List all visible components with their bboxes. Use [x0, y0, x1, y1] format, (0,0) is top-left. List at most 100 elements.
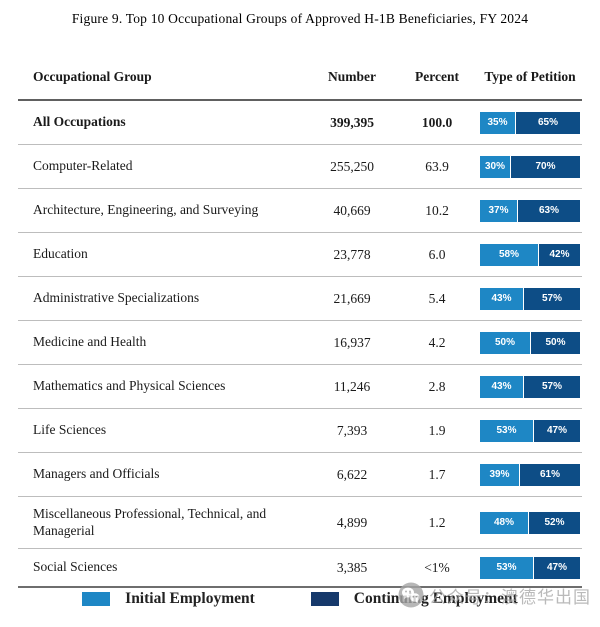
table-row: Social Sciences 3,385 <1% 53% 47% [18, 549, 582, 588]
table-body: All Occupations 399,395 100.0 35% 65% Compute… [18, 101, 582, 588]
occupational-groups-table: Occupational Group Number Percent Type o… [18, 55, 582, 588]
stacked-bar: 43% 57% [480, 287, 580, 310]
initial-employment-segment: 43% [480, 287, 524, 310]
stacked-bar: 43% 57% [480, 375, 580, 398]
stacked-bar: 30% 70% [480, 155, 580, 178]
table-row: Architecture, Engineering, and Surveying… [18, 189, 582, 233]
initial-employment-segment: 30% [480, 155, 511, 178]
percent-cell: <1% [424, 559, 450, 575]
petition-cell: 35% 65% [478, 111, 582, 134]
petition-cell: 43% 57% [478, 287, 582, 310]
table-row: Administrative Specializations 21,669 5.4 4… [18, 277, 582, 321]
occupational-group-cell: Education [33, 246, 88, 262]
initial-employment-segment: 39% [480, 463, 520, 486]
percent-cell: 2.8 [428, 378, 446, 394]
stacked-bar: 39% 61% [480, 463, 580, 486]
header-percent: Percent [415, 69, 459, 84]
table-row: Medicine and Health 16,937 4.2 50% 50% [18, 321, 582, 365]
percent-cell: 10.2 [425, 202, 449, 218]
number-cell: 21,669 [333, 290, 371, 306]
header-type-of-petition: Type of Petition [484, 69, 576, 84]
percent-cell: 63.9 [425, 158, 449, 174]
table-header-row: Occupational Group Number Percent Type o… [18, 55, 582, 101]
initial-employment-swatch [82, 592, 111, 606]
occupational-group-cell: All Occupations [33, 114, 126, 130]
table-row: Mathematics and Physical Sciences 11,246 2… [18, 365, 582, 409]
number-cell: 23,778 [333, 246, 371, 262]
stacked-bar: 48% 52% [480, 511, 580, 534]
petition-cell: 53% 47% [478, 556, 582, 579]
table-row: Miscellaneous Professional, Technical, a… [18, 497, 582, 549]
figure-title: Figure 9. Top 10 Occupational Groups of … [71, 11, 529, 26]
occupational-group-cell: Life Sciences [33, 422, 107, 438]
petition-cell: 50% 50% [478, 331, 582, 354]
occupational-group-cell: Administrative Specializations [33, 290, 200, 306]
table-row: Life Sciences 7,393 1.9 53% 47% [18, 409, 582, 453]
occupational-group-cell: Computer-Related [33, 158, 133, 174]
legend-label-initial: Initial Employment [125, 590, 255, 607]
continuing-employment-segment: 70% [511, 155, 580, 178]
initial-employment-segment: 58% [480, 243, 539, 266]
initial-employment-segment: 50% [480, 331, 531, 354]
petition-cell: 39% 61% [478, 463, 582, 486]
stacked-bar: 58% 42% [480, 243, 580, 266]
table-row: Managers and Officials 6,622 1.7 39% 61% [18, 453, 582, 497]
continuing-employment-segment: 50% [531, 331, 580, 354]
percent-cell: 100.0 [421, 114, 453, 130]
stacked-bar: 53% 47% [480, 419, 580, 442]
petition-cell: 43% 57% [478, 375, 582, 398]
petition-cell: 37% 63% [478, 199, 582, 222]
stacked-bar: 37% 63% [480, 199, 580, 222]
occupational-group-cell: Miscellaneous Professional, Technical, a… [33, 505, 267, 538]
initial-employment-segment: 35% [480, 111, 516, 134]
initial-employment-segment: 37% [480, 199, 518, 222]
number-cell: 255,250 [330, 158, 374, 174]
continuing-employment-segment: 42% [539, 243, 580, 266]
number-cell: 11,246 [333, 378, 371, 394]
header-number: Number [328, 69, 376, 84]
number-cell: 4,899 [336, 514, 368, 530]
continuing-employment-segment: 57% [524, 287, 580, 310]
occupational-group-cell: Mathematics and Physical Sciences [33, 378, 226, 394]
occupational-group-cell: Managers and Officials [33, 466, 160, 482]
number-cell: 6,622 [336, 466, 368, 482]
occupational-group-cell: Architecture, Engineering, and Surveying [33, 202, 259, 218]
legend-item-initial: Initial Employment [82, 590, 255, 608]
initial-employment-segment: 53% [480, 419, 534, 442]
petition-cell: 48% 52% [478, 511, 582, 534]
stacked-bar: 53% 47% [480, 556, 580, 579]
percent-cell: 1.9 [428, 422, 446, 438]
initial-employment-segment: 48% [480, 511, 529, 534]
header-occupational-group: Occupational Group [33, 69, 152, 84]
number-cell: 40,669 [333, 202, 371, 218]
percent-cell: 6.0 [428, 246, 446, 262]
number-cell: 16,937 [333, 334, 371, 350]
legend-label-continuing: Continuing Employment [353, 590, 518, 607]
continuing-employment-segment: 57% [524, 375, 580, 398]
petition-cell: 53% 47% [478, 419, 582, 442]
petition-cell: 58% 42% [478, 243, 582, 266]
legend: Initial Employment Continuing Employment [0, 590, 600, 608]
number-cell: 7,393 [336, 422, 368, 438]
continuing-employment-segment: 47% [534, 419, 580, 442]
stacked-bar: 35% 65% [480, 111, 580, 134]
table-row: Education 23,778 6.0 58% 42% [18, 233, 582, 277]
legend-item-continuing: Continuing Employment [310, 590, 518, 608]
table-row: All Occupations 399,395 100.0 35% 65% [18, 101, 582, 145]
continuing-employment-segment: 65% [516, 111, 580, 134]
continuing-employment-swatch [310, 592, 339, 606]
percent-cell: 1.2 [428, 514, 446, 530]
continuing-employment-segment: 61% [520, 463, 580, 486]
occupational-group-cell: Medicine and Health [33, 334, 147, 350]
percent-cell: 4.2 [428, 334, 446, 350]
number-cell: 3,385 [336, 559, 368, 575]
continuing-employment-segment: 52% [529, 511, 580, 534]
stacked-bar: 50% 50% [480, 331, 580, 354]
percent-cell: 5.4 [428, 290, 446, 306]
number-cell: 399,395 [330, 114, 374, 130]
table-row: Computer-Related 255,250 63.9 30% 70% [18, 145, 582, 189]
percent-cell: 1.7 [428, 466, 446, 482]
petition-cell: 30% 70% [478, 155, 582, 178]
occupational-group-cell: Social Sciences [33, 559, 118, 575]
continuing-employment-segment: 63% [518, 199, 580, 222]
